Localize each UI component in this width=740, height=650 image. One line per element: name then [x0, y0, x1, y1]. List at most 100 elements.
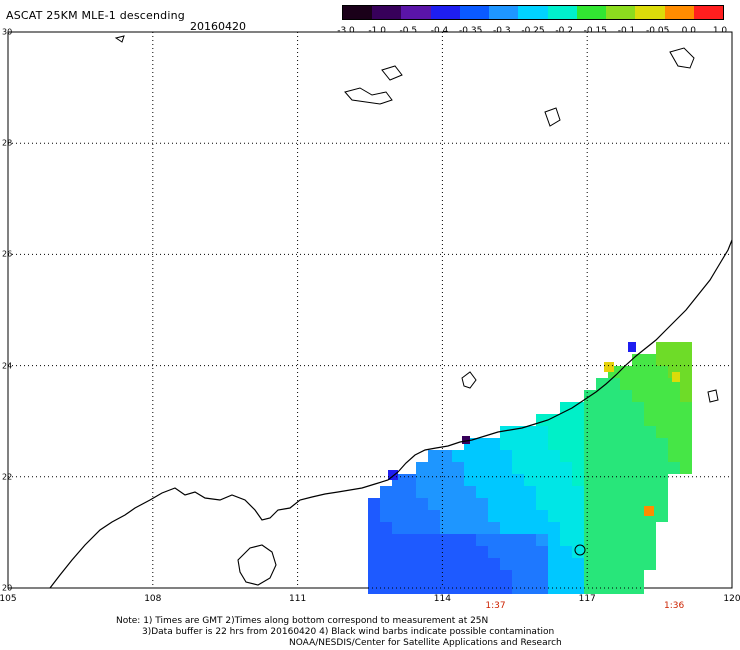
wind-data-cell — [560, 534, 572, 546]
wind-data-cell — [512, 534, 524, 546]
wind-data-cell — [548, 486, 560, 498]
color-scale-bar — [342, 5, 724, 20]
wind-data-cell — [476, 546, 488, 558]
wind-data-cell — [500, 522, 512, 534]
color-scale-swatch — [372, 6, 402, 19]
wind-data-cell — [548, 558, 560, 570]
wind-data-cell — [560, 570, 572, 582]
wind-data-cell — [392, 558, 404, 570]
wind-data-cell — [620, 582, 632, 594]
wind-data-cell — [428, 534, 440, 546]
wind-data-cell — [680, 450, 692, 462]
wind-data-cell — [632, 450, 644, 462]
color-scale-label: -0.15 — [583, 26, 607, 36]
wind-data-cell — [620, 402, 632, 414]
wind-data-cell — [440, 498, 452, 510]
wind-data-cell — [524, 450, 536, 462]
color-scale-swatch — [518, 6, 548, 19]
wind-data-cell — [680, 438, 692, 450]
wind-data-cell — [404, 582, 416, 594]
wind-data-cell — [608, 450, 620, 462]
wind-data-cell — [500, 582, 512, 594]
wind-data-cell — [572, 426, 584, 438]
wind-data-cell — [464, 450, 476, 462]
wind-data-cell — [452, 450, 464, 462]
wind-data-cell — [608, 402, 620, 414]
wind-data-cell — [392, 522, 404, 534]
color-scale-swatch — [459, 6, 490, 19]
wind-data-cell — [368, 570, 380, 582]
wind-data-cell — [512, 474, 524, 486]
wind-data-cell — [428, 474, 440, 486]
wind-data-cell — [644, 378, 656, 390]
longitude-label: 114 — [433, 594, 451, 604]
wind-data-cell — [380, 570, 392, 582]
wind-data-cell — [536, 546, 548, 558]
wind-data-cell — [404, 498, 416, 510]
wind-data-cell — [560, 558, 572, 570]
wind-data-cell — [656, 414, 668, 426]
longitude-label: 108 — [144, 594, 162, 604]
wind-data-cell — [428, 486, 440, 498]
wind-data-cell — [488, 522, 500, 534]
wind-data-cell — [416, 498, 428, 510]
wind-data-cell — [500, 462, 512, 474]
wind-data-cell — [608, 534, 620, 546]
wind-data-cell — [620, 366, 632, 378]
wind-data-cell — [668, 342, 680, 354]
wind-data-cell — [620, 462, 632, 474]
wind-data-cell — [476, 534, 488, 546]
wind-data-cell — [500, 558, 512, 570]
wind-data-cell — [596, 390, 608, 402]
wind-data-cell — [476, 582, 488, 594]
latitude-label: 22 — [2, 472, 13, 482]
wind-data-cell — [488, 582, 500, 594]
wind-data-cell — [536, 522, 548, 534]
color-scale-label: -0.3 — [493, 26, 511, 36]
wind-data-cell — [680, 366, 692, 378]
wind-data-cell — [512, 462, 524, 474]
latitude-label: 28 — [2, 138, 13, 148]
hainan-coastline — [237, 544, 277, 586]
color-scale-swatch — [576, 6, 607, 19]
wind-data-cell — [476, 510, 488, 522]
wind-data-cell — [500, 474, 512, 486]
wind-data-cell — [488, 450, 500, 462]
wind-data-cell — [524, 582, 536, 594]
wind-data-cell — [668, 438, 680, 450]
wind-data-cell — [572, 582, 584, 594]
wind-data-cell — [512, 570, 524, 582]
wind-data-cell — [464, 522, 476, 534]
wind-data-cell — [656, 462, 668, 474]
wind-data-cell — [572, 498, 584, 510]
wind-data-cell — [644, 438, 656, 450]
wind-data-cell — [380, 546, 392, 558]
color-scale-swatch — [693, 6, 724, 19]
wind-data-cell — [512, 486, 524, 498]
wind-data-cell — [656, 498, 668, 510]
wind-data-cell — [584, 498, 596, 510]
wind-data-cell — [428, 570, 440, 582]
color-scale-label: -0.05 — [646, 26, 670, 36]
color-scale-swatch — [401, 6, 431, 19]
wind-data-cell — [464, 558, 476, 570]
wind-data-cell — [500, 438, 512, 450]
wind-data-cell — [368, 522, 380, 534]
wind-data-cell — [560, 546, 572, 558]
wind-data-cell — [368, 546, 380, 558]
wind-data-cell — [632, 426, 644, 438]
wind-data-cell — [548, 498, 560, 510]
lake-outline — [669, 47, 695, 69]
wind-data-cell — [620, 474, 632, 486]
wind-data-cell — [672, 372, 680, 382]
wind-data-cell — [524, 426, 536, 438]
wind-data-cell — [560, 582, 572, 594]
longitude-label: 105 — [0, 594, 17, 604]
wind-data-cell — [404, 534, 416, 546]
wind-data-cell — [560, 498, 572, 510]
wind-data-cell — [500, 570, 512, 582]
wind-data-cell — [464, 510, 476, 522]
wind-data-cell — [632, 354, 644, 366]
wind-data-cell — [596, 498, 608, 510]
